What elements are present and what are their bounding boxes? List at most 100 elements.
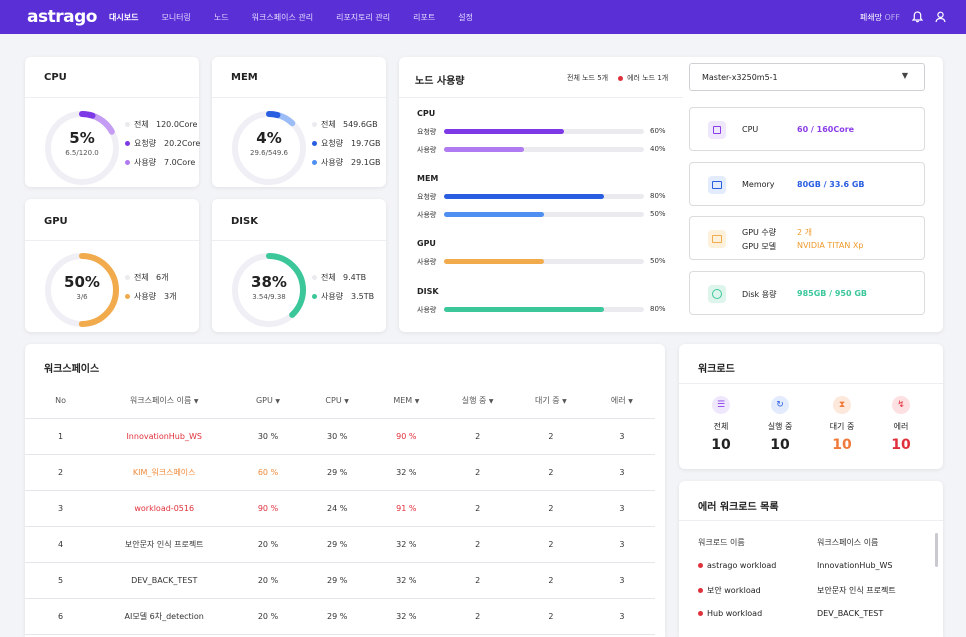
error-workload-name: 보안 workload: [707, 586, 761, 595]
workload-stat-running[interactable]: ↻ 실행 중 10: [760, 396, 800, 453]
nav-settings[interactable]: 설정: [458, 12, 473, 22]
node-cpu-value: 60 / 160Core: [797, 125, 855, 134]
node-select-dropdown[interactable]: Master-x3250m5-1 ▼: [689, 63, 925, 91]
mem-total-value: 549.6GB: [343, 120, 378, 129]
col-gpu[interactable]: GPU ▼: [232, 383, 304, 419]
workload-stat-total[interactable]: ☰ 전체 10: [701, 396, 741, 453]
workload-stat-error[interactable]: ↯ 에러 10: [881, 396, 921, 453]
bell-icon[interactable]: [911, 8, 924, 27]
sort-icon: ▼: [193, 397, 199, 405]
cell-workspace-name[interactable]: DEV_BACK_TEST: [96, 562, 233, 599]
gpu-ratio: 3/6: [76, 293, 88, 301]
nav-monitoring[interactable]: 모니터링: [161, 12, 191, 22]
top-right-controls: 폐쇄망 OFF: [860, 0, 946, 34]
cell-cpu: 29 %: [303, 526, 371, 563]
cell-running: 2: [442, 562, 514, 599]
scrollbar[interactable]: [935, 533, 938, 567]
error-workspace-name: InnovationHub_WS: [817, 561, 893, 570]
table-row[interactable]: 6 AI모델 6차_detection 20 % 29 % 32 % 2 2 3: [25, 598, 655, 635]
cell-mem: 32 %: [370, 598, 443, 635]
mem-usage-value: 29.1GB: [351, 158, 381, 167]
node-memory-info: Memory 80GB / 33.6 GB: [689, 162, 925, 206]
col-mem[interactable]: MEM ▼: [370, 383, 443, 419]
table-row[interactable]: 5 DEV_BACK_TEST 20 % 29 % 32 % 2 2 3: [25, 562, 655, 599]
mem-percent: 4%: [256, 129, 282, 147]
node-bar-value: 60%: [650, 127, 666, 135]
table-row[interactable]: 1 InnovationHub_WS 30 % 30 % 90 % 2 2 3: [25, 418, 655, 455]
table-row[interactable]: 2 KIM_워크스페이스 60 % 29 % 32 % 2 2 3: [25, 454, 655, 491]
node-bar-track: [444, 147, 644, 152]
memory-icon: [708, 176, 726, 194]
cpu-ratio: 6.5/120.0: [65, 149, 99, 157]
cell-no: 3: [25, 490, 97, 527]
main-nav: 대시보드 모니터링 노드 워크스페이스 관리 리포지토리 관리 리포트 설정: [109, 12, 496, 23]
hourglass-icon: ⧗: [833, 396, 851, 414]
cpu-request-legend: 요청량 20.2Core: [125, 138, 200, 149]
nav-report[interactable]: 리포트: [413, 12, 436, 22]
cell-workspace-name[interactable]: InnovationHub_WS: [96, 418, 233, 455]
cell-workspace-name[interactable]: workload-0516: [96, 490, 233, 527]
col-error[interactable]: 에러 ▼: [588, 383, 655, 419]
nav-node[interactable]: 노드: [213, 12, 229, 22]
node-bar-label: 요청량: [417, 128, 437, 136]
node-usage-title: 노드 사용량: [415, 76, 465, 87]
closed-network-toggle[interactable]: 폐쇄망 OFF: [860, 12, 900, 23]
node-bar-label: 사용량: [417, 306, 437, 314]
node-group-label: MEM: [417, 174, 439, 183]
node-bar-track: [444, 259, 644, 264]
workload-running-value: 10: [770, 437, 790, 453]
cpu-chip-icon: [708, 121, 726, 139]
cell-error: 3: [588, 454, 655, 491]
cell-no: 6: [25, 598, 97, 635]
col-cpu[interactable]: CPU ▼: [303, 383, 371, 419]
node-bar-track: [444, 212, 644, 217]
node-gpu-model-label: GPU 모델: [742, 242, 777, 251]
cell-error: 3: [588, 598, 655, 635]
list-item[interactable]: Hub workload: [698, 609, 762, 618]
list-item[interactable]: 보안 workload: [698, 585, 761, 596]
node-gpu-count-value: 2 개: [797, 228, 812, 237]
table-row[interactable]: 4 보안문자 인식 프로젝트 20 % 29 % 32 % 2 2 3: [25, 526, 655, 563]
workload-card: 워크로드 ☰ 전체 10 ↻ 실행 중 10 ⧗ 대기 중 10 ↯ 에러 10: [679, 344, 943, 469]
col-workspace-name[interactable]: 워크스페이스 이름 ▼: [96, 383, 233, 419]
cell-workspace-name[interactable]: KIM_워크스페이스: [96, 454, 233, 491]
gpu-usage-legend: 사용량 3개: [125, 291, 176, 302]
cell-cpu: 24 %: [303, 490, 371, 527]
user-icon[interactable]: [935, 8, 946, 27]
top-navigation-bar: astrago 대시보드 모니터링 노드 워크스페이스 관리 리포지토리 관리 …: [0, 0, 966, 34]
cell-running: 2: [442, 598, 514, 635]
cell-waiting: 2: [513, 526, 589, 563]
nav-workspace-management[interactable]: 워크스페이스 관리: [251, 12, 314, 22]
disk-percent: 38%: [251, 273, 287, 291]
node-disk-info: Disk 용량 985GB / 950 GB: [689, 271, 925, 315]
cell-error: 3: [588, 562, 655, 599]
list-item[interactable]: astrago workload: [698, 561, 776, 570]
col-running[interactable]: 실행 중 ▼: [442, 383, 514, 419]
error-nodes-label: 에러 노드 1개: [627, 74, 669, 82]
node-bar-fill: [444, 147, 524, 152]
cpu-request-value: 20.2Core: [164, 139, 201, 148]
nav-dashboard[interactable]: 대시보드: [109, 12, 139, 22]
cell-cpu: 29 %: [303, 598, 371, 635]
col-waiting[interactable]: 대기 중 ▼: [513, 383, 589, 419]
cell-mem: 91 %: [370, 490, 443, 527]
node-bar-fill: [444, 212, 544, 217]
workload-stat-waiting[interactable]: ⧗ 대기 중 10: [822, 396, 862, 453]
total-nodes-label: 전체 노드 5개: [567, 74, 609, 82]
cpu-percent: 5%: [69, 129, 95, 147]
col-running-label: 실행 중: [461, 395, 487, 405]
gpu-total-value: 6개: [156, 273, 169, 282]
mem-usage-legend: 사용량 29.1GB: [312, 157, 381, 168]
nav-repository-management[interactable]: 리포지토리 관리: [336, 12, 391, 22]
app-logo[interactable]: astrago: [27, 7, 97, 27]
cell-cpu: 29 %: [303, 562, 371, 599]
sort-icon: ▼: [344, 397, 349, 405]
node-bar-value: 50%: [650, 257, 666, 265]
node-disk-value: 985GB / 950 GB: [797, 289, 868, 298]
cell-workspace-name[interactable]: AI모델 6차_detection: [96, 598, 233, 635]
node-memory-label: Memory: [742, 180, 775, 189]
table-row[interactable]: 3 workload-0516 90 % 24 % 91 % 2 2 3: [25, 490, 655, 527]
error-workload-card: 에러 워크로드 목록 워크로드 이름 워크스페이스 이름 astrago wor…: [679, 481, 943, 637]
cell-workspace-name[interactable]: 보안문자 인식 프로젝트: [96, 526, 233, 563]
gpu-card: GPU 50% 3/6 전체 6개 사용량 3개: [25, 199, 199, 332]
